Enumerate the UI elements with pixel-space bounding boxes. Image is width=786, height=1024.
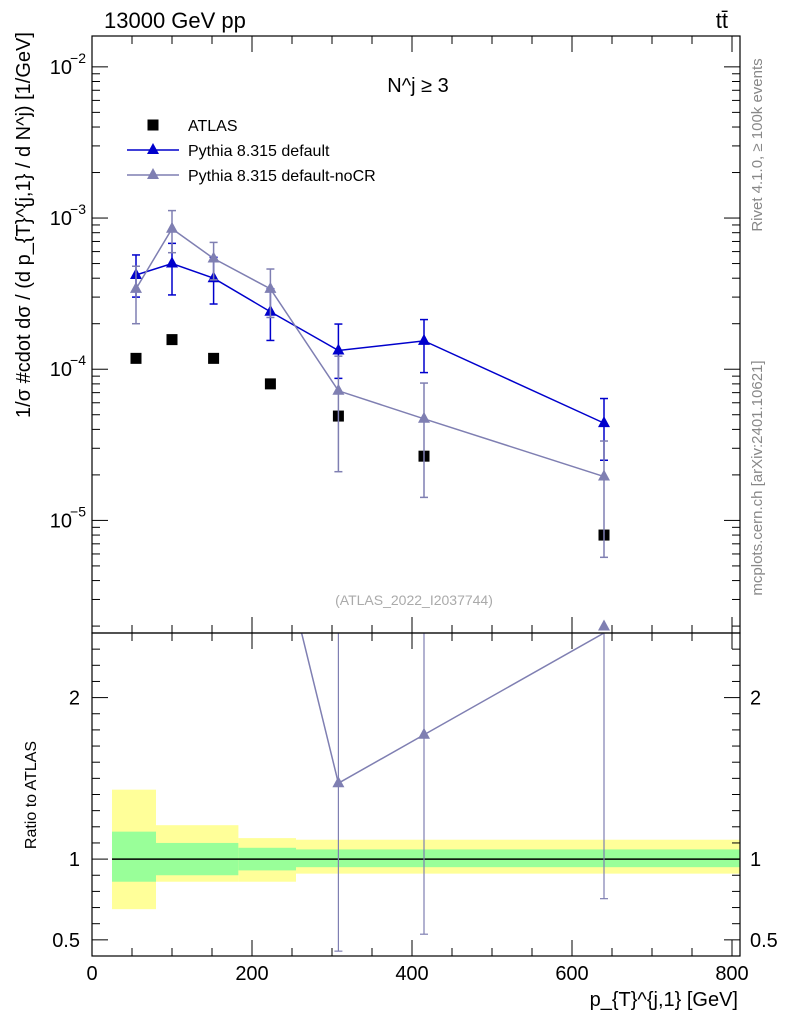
main-y-tick-label: 10 xyxy=(50,208,72,230)
data-point xyxy=(418,411,430,423)
ratio-line xyxy=(300,632,605,785)
series-2 xyxy=(130,209,610,559)
data-point xyxy=(166,334,178,346)
ratio-y-tick-label-right: 0.5 xyxy=(750,930,778,952)
process-label: tt̄ xyxy=(716,8,728,33)
legend-item: Pythia 8.315 default xyxy=(127,143,330,160)
data-point xyxy=(598,416,610,428)
ratio-series-0 xyxy=(300,619,610,952)
data-point xyxy=(264,378,276,390)
data-point xyxy=(264,281,277,293)
series-line xyxy=(135,262,605,424)
data-point xyxy=(332,343,345,355)
ratio-point xyxy=(598,619,610,631)
data-point xyxy=(166,221,178,233)
legend-label: Pythia 8.315 default xyxy=(188,143,330,160)
x-tick-label: 200 xyxy=(235,963,268,985)
main-y-tick-exponent: −2 xyxy=(70,50,86,66)
main-ylabel: 1/σ #cdot dσ / (d p_{T}^{j,1} / d N^j) [… xyxy=(13,32,35,418)
main-y-tick-exponent: −4 xyxy=(70,352,86,368)
x-tick-label: 400 xyxy=(395,963,428,985)
series-1 xyxy=(130,242,610,461)
main-y-tick-exponent: −3 xyxy=(70,201,86,217)
data-point xyxy=(166,256,178,268)
ratio-y-tick-label: 0.5 xyxy=(52,930,80,952)
ratio-ylabel: Ratio to ATLAS xyxy=(23,741,40,849)
mcplots-label: mcplots.cern.ch [arXiv:2401.10621] xyxy=(749,360,766,595)
data-point xyxy=(130,352,142,364)
ratio-y-tick-label-right: 2 xyxy=(750,688,761,710)
legend-label: ATLAS xyxy=(188,118,238,135)
legend-item: Pythia 8.315 default-noCR xyxy=(127,168,376,185)
legend-item: ATLAS xyxy=(147,118,238,135)
main-series xyxy=(130,209,610,559)
analysis-label: (ATLAS_2022_I2037744) xyxy=(335,592,493,608)
data-point xyxy=(130,281,142,293)
main-title: N^j ≥ 3 xyxy=(387,75,448,97)
main-y-tick-label: 10 xyxy=(50,359,72,381)
x-axis: 0 200 400 600 800 xyxy=(86,963,748,985)
data-point xyxy=(208,352,220,364)
main-panel: 10−210−310−410−5 N^j ≥ 3 (ATLAS_2022_I20… xyxy=(13,32,741,634)
data-point xyxy=(207,251,220,263)
legend-marker xyxy=(147,168,159,179)
ratio-bands xyxy=(112,789,740,910)
ratio-axes: 0.5 0.5 1 1 2 2 xyxy=(52,633,778,956)
x-axis-label: p_{T}^{j,1} [GeV] xyxy=(590,989,738,1011)
data-point xyxy=(418,333,430,345)
ratio-panel: 0.5 0.5 1 1 2 2 Ratio to ATLAS xyxy=(23,619,778,957)
data-point xyxy=(598,469,610,481)
ratio-band-inner xyxy=(384,849,740,868)
ratio-frame xyxy=(91,632,741,957)
series-0 xyxy=(130,334,610,541)
x-tick-label: 0 xyxy=(86,963,97,985)
ratio-y-tick-label: 2 xyxy=(69,688,80,710)
legend: ATLAS Pythia 8.315 default Pythia 8.315 de… xyxy=(127,118,376,185)
ratio-band-inner xyxy=(112,831,156,882)
rivet-label: Rivet 4.1.0, ≥ 100k events xyxy=(749,58,766,231)
x-tick-label: 600 xyxy=(555,963,588,985)
data-point xyxy=(332,383,345,395)
main-y-tick-label: 10 xyxy=(50,510,72,532)
legend-label: Pythia 8.315 default-noCR xyxy=(188,168,376,185)
x-tick-label: 800 xyxy=(715,963,748,985)
legend-marker xyxy=(147,143,159,154)
legend-marker xyxy=(147,119,159,131)
ratio-series xyxy=(300,619,610,952)
main-y-tick-exponent: −5 xyxy=(70,503,86,519)
ratio-y-tick-label: 1 xyxy=(69,849,80,871)
ratio-point xyxy=(418,727,430,739)
ratio-point xyxy=(332,776,345,788)
ratio-band-inner xyxy=(296,849,384,868)
ratio-y-tick-label-right: 1 xyxy=(750,849,761,871)
energy-label: 13000 GeV pp xyxy=(104,8,246,33)
main-y-tick-label: 10 xyxy=(50,57,72,79)
series-line xyxy=(135,227,605,478)
